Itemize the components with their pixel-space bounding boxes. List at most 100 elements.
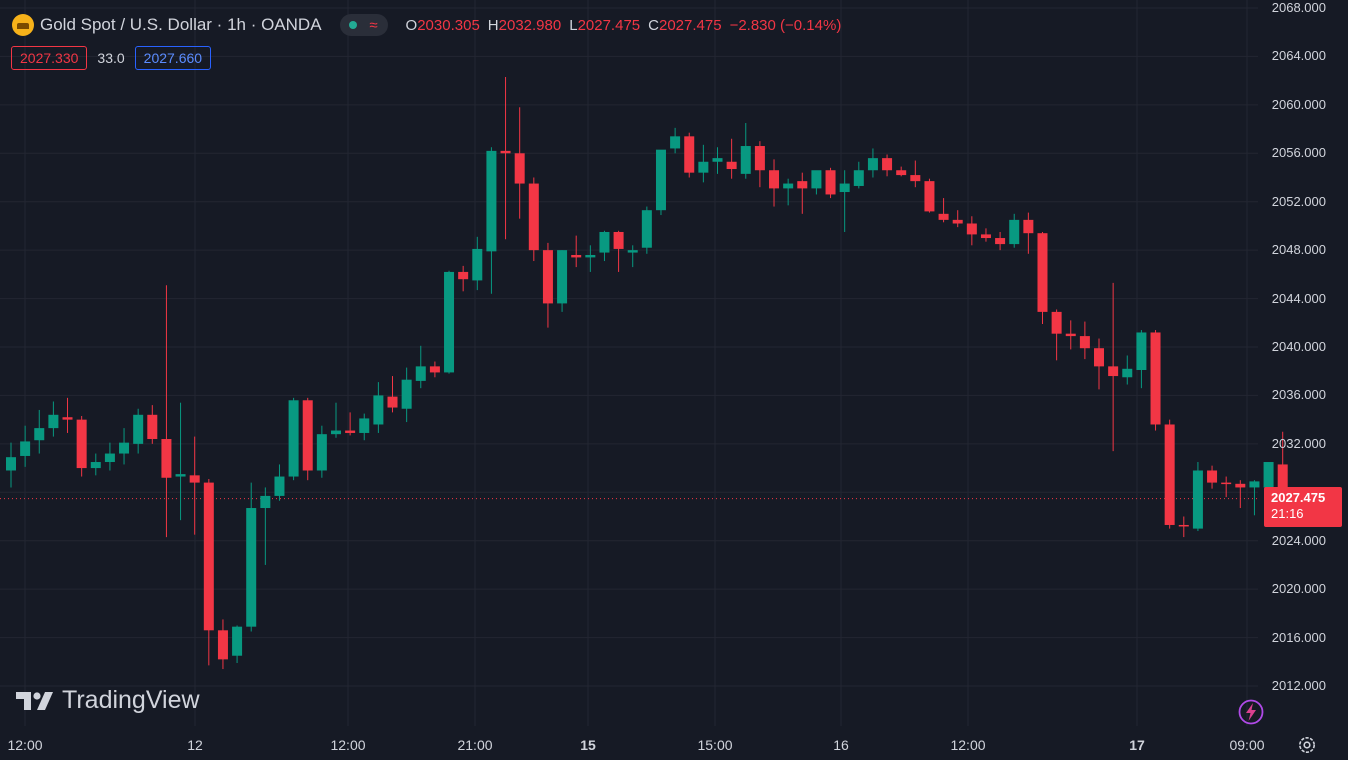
candle-body-down[interactable] [1051, 311, 1062, 334]
candle-body-down[interactable] [345, 430, 356, 433]
candle-body-up[interactable] [415, 366, 426, 381]
candle-body-down[interactable] [161, 439, 172, 478]
candle-body-up[interactable] [401, 379, 412, 409]
candle-body-down[interactable] [684, 136, 695, 173]
candle-body-up[interactable] [655, 149, 666, 211]
candle-body-down[interactable] [995, 238, 1006, 245]
candle-body-down[interactable] [1207, 470, 1218, 483]
candle-body-down[interactable] [966, 223, 977, 235]
candle-body-up[interactable] [641, 210, 652, 248]
candle-body-up[interactable] [472, 248, 483, 281]
symbol-legend[interactable]: Gold Spot / U.S. Dollar · 1h · OANDA ≈ O… [12, 12, 841, 38]
candle-body-down[interactable] [938, 213, 949, 220]
symbol-title[interactable]: Gold Spot / U.S. Dollar · 1h · OANDA [40, 15, 322, 34]
candle-body-down[interactable] [203, 482, 214, 631]
candle-body-up[interactable] [6, 457, 16, 471]
candle-body-down[interactable] [726, 161, 737, 170]
candle-body-up[interactable] [1009, 219, 1020, 245]
candle-body-up[interactable] [330, 430, 341, 435]
candle-body-down[interactable] [571, 254, 582, 258]
tradingview-logo[interactable]: TradingView [16, 686, 200, 715]
candle-body-down[interactable] [980, 234, 991, 239]
candle-body-down[interactable] [1235, 483, 1246, 488]
candle-body-down[interactable] [62, 417, 73, 420]
candle-body-up[interactable] [444, 271, 455, 373]
candle-body-down[interactable] [147, 414, 158, 440]
lightning-icon[interactable] [1237, 698, 1265, 726]
buy-button[interactable]: 2027.660 [134, 46, 212, 70]
candle-body-down[interactable] [1277, 464, 1288, 499]
candle-body-up[interactable] [246, 508, 257, 627]
candle-body-up[interactable] [175, 474, 186, 477]
candle-body-down[interactable] [1164, 424, 1175, 525]
candle-body-down[interactable] [1037, 233, 1048, 312]
candle-body-down[interactable] [217, 630, 228, 660]
candle-body-down[interactable] [1023, 219, 1034, 234]
candle-body-down[interactable] [754, 146, 765, 171]
candle-body-down[interactable] [952, 219, 963, 224]
candle-body-up[interactable] [712, 158, 723, 162]
candle-body-up[interactable] [90, 462, 101, 469]
candle-body-down[interactable] [302, 400, 313, 471]
candle-body-down[interactable] [1221, 482, 1232, 485]
candle-body-up[interactable] [627, 250, 638, 253]
candle-body-up[interactable] [274, 476, 285, 496]
legend-toggle[interactable]: ≈ [339, 14, 388, 36]
candle-body-down[interactable] [825, 170, 836, 195]
candle-body-down[interactable] [514, 153, 525, 184]
candle-body-up[interactable] [20, 441, 31, 456]
candle-body-up[interactable] [1136, 332, 1147, 371]
candle-body-up[interactable] [585, 254, 596, 258]
candle-body-down[interactable] [429, 366, 440, 373]
candle-body-up[interactable] [316, 434, 327, 471]
candle-body-down[interactable] [797, 181, 808, 189]
candle-body-up[interactable] [373, 395, 384, 425]
candle-body-up[interactable] [288, 400, 299, 477]
candle-body-up[interactable] [839, 183, 850, 193]
candle-body-up[interactable] [119, 442, 130, 454]
candle-body-down[interactable] [613, 231, 624, 249]
candle-body-up[interactable] [1192, 470, 1203, 529]
candle-body-up[interactable] [48, 414, 59, 429]
candle-body-down[interactable] [1150, 332, 1161, 425]
candle-body-up[interactable] [133, 414, 144, 444]
candle-body-up[interactable] [359, 418, 370, 433]
candle-body-down[interactable] [542, 250, 553, 304]
candle-body-down[interactable] [528, 183, 539, 251]
candle-body-up[interactable] [557, 250, 568, 304]
sell-button[interactable]: 2027.330 [11, 46, 88, 70]
candle-body-up[interactable] [867, 158, 878, 171]
candle-body-up[interactable] [853, 170, 864, 186]
candle-body-down[interactable] [1079, 336, 1090, 349]
candle-body-up[interactable] [34, 428, 45, 441]
candle-body-up[interactable] [740, 146, 751, 174]
candle-body-up[interactable] [486, 150, 497, 252]
candle-body-up[interactable] [1122, 368, 1133, 378]
candle-body-down[interactable] [387, 396, 398, 408]
candle-body-down[interactable] [458, 271, 469, 280]
candle-body-down[interactable] [500, 150, 511, 154]
candle-body-up[interactable] [670, 136, 681, 149]
candle-body-down[interactable] [76, 419, 87, 469]
candle-body-up[interactable] [260, 495, 271, 509]
candle-body-up[interactable] [1263, 462, 1274, 488]
candle-body-down[interactable] [1065, 333, 1076, 337]
settings-icon[interactable] [1297, 735, 1317, 755]
candle-body-down[interactable] [896, 170, 907, 176]
candle-body-down[interactable] [1108, 366, 1119, 377]
candle-body-down[interactable] [882, 158, 893, 171]
candle-body-up[interactable] [232, 626, 243, 656]
candle-body-up[interactable] [698, 161, 709, 173]
candle-body-up[interactable] [104, 453, 115, 463]
candle-body-up[interactable] [1249, 481, 1260, 488]
candle-body-down[interactable] [910, 175, 921, 182]
candle-body-up[interactable] [811, 170, 822, 189]
candle-series[interactable] [6, 77, 1288, 670]
candle-body-up[interactable] [783, 183, 794, 189]
candle-body-down[interactable] [189, 475, 200, 483]
candle-body-down[interactable] [769, 170, 780, 189]
candle-body-up[interactable] [599, 231, 610, 253]
candle-body-down[interactable] [1178, 524, 1189, 527]
candle-body-down[interactable] [924, 181, 935, 212]
